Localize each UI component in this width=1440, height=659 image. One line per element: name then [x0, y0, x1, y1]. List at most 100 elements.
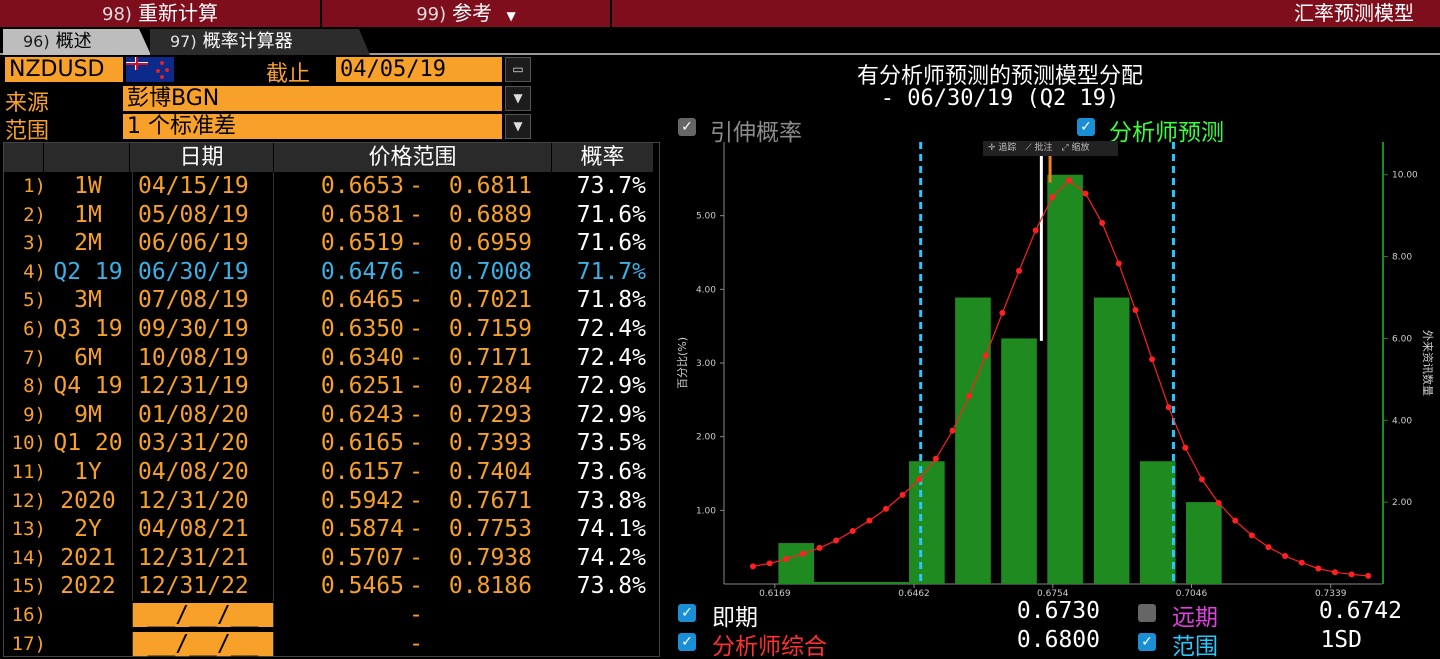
row-index: 14) — [11, 546, 46, 569]
row-probability: 72.9% — [576, 401, 646, 428]
curve-point — [1165, 404, 1172, 411]
y2-tick-label: 8.00 — [1392, 253, 1412, 263]
forward-checkbox[interactable] — [1138, 604, 1156, 622]
crosshair-icon[interactable]: ✛ — [988, 143, 996, 153]
toolbar-annotate[interactable]: 批注 — [1034, 143, 1053, 153]
table-row[interactable]: 17) __/__/__ - — [4, 630, 659, 659]
row-date[interactable]: 04/08/20 — [132, 458, 274, 487]
row-date[interactable]: __/__/__ — [132, 603, 274, 627]
ticker-field[interactable]: NZDUSD — [5, 57, 123, 82]
row-date[interactable]: 04/08/21 — [132, 515, 274, 544]
histogram-bar — [1093, 297, 1130, 584]
app-title: 汇率预测模型 — [1294, 1, 1414, 25]
table-row[interactable]: 13) 2Y 04/08/21 0.5874-0.7753 74.1% — [4, 515, 659, 544]
row-price-low: 0.5707 — [320, 544, 404, 571]
row-probability: 72.4% — [576, 316, 646, 342]
reference-menu-button[interactable]: 99) 参考 ▼ — [322, 0, 612, 27]
curve-point — [799, 550, 806, 557]
top-toolbar: 98) 重新计算 99) 参考 ▼ 汇率预测模型 — [0, 0, 1440, 27]
tab-probability-calculator[interactable]: 97) 概率计算器 — [150, 29, 370, 55]
row-dash: - — [409, 173, 423, 199]
row-price-low: 0.6581 — [320, 201, 404, 228]
row-date[interactable]: 12/31/21 — [132, 543, 274, 573]
row-date[interactable]: __/__/__ — [132, 631, 274, 656]
asof-date-input[interactable]: 04/05/19 — [336, 57, 502, 82]
row-dash: - — [409, 630, 423, 657]
histogram-bar — [955, 297, 991, 584]
row-price-high: 0.7284 — [448, 373, 532, 400]
range-checkbox[interactable]: ✓ — [1138, 633, 1156, 651]
row-price-high: 0.7159 — [448, 316, 532, 342]
curve-point — [1065, 177, 1072, 184]
curve-point — [816, 544, 823, 551]
row-tenor: 6M — [74, 344, 102, 371]
header-date[interactable]: 日期 — [130, 143, 274, 172]
table-row[interactable]: 5) 3M 07/08/19 0.6465-0.7021 71.8% — [4, 286, 659, 315]
row-date[interactable]: 06/06/19 — [132, 229, 274, 258]
spot-value: 0.6730 — [1016, 598, 1100, 624]
curve-point — [1348, 571, 1355, 578]
histogram-bar — [909, 461, 945, 584]
table-row[interactable]: 9) 9M 01/08/20 0.6243-0.7293 72.9% — [4, 400, 659, 430]
row-tenor: 2022 — [60, 573, 116, 600]
source-dropdown-icon[interactable]: ▼ — [505, 86, 531, 111]
chart-title: 有分析师预测的预测模型分配 — [856, 64, 1143, 89]
row-date[interactable]: 06/30/19 — [132, 257, 274, 287]
consensus-checkbox[interactable]: ✓ — [678, 633, 696, 651]
toolbar-track[interactable]: 追踪 — [998, 143, 1017, 153]
row-date[interactable]: 05/08/19 — [132, 200, 274, 230]
row-date[interactable]: 12/31/19 — [132, 372, 274, 401]
recalculate-number: 98) — [102, 4, 132, 25]
implied-probability-checkbox[interactable]: ✓ — [678, 118, 696, 136]
row-index: 12) — [11, 489, 46, 512]
row-dash: - — [409, 430, 423, 457]
table-row[interactable]: 3) 2M 06/06/19 0.6519-0.6959 71.6% — [4, 229, 659, 258]
y2-tick-label: 4.00 — [1392, 416, 1412, 426]
table-row[interactable]: 1) 1W 04/15/19 0.6653-0.6811 73.7% — [4, 172, 659, 201]
row-index: 6) — [23, 318, 46, 340]
row-dash: - — [409, 344, 423, 371]
spot-checkbox[interactable]: ✓ — [678, 604, 696, 622]
row-dash: - — [409, 459, 423, 485]
tab-overview[interactable]: 96) 概述 — [3, 29, 151, 55]
row-date[interactable]: 04/15/19 — [132, 172, 274, 201]
range-dropdown-icon[interactable]: ▼ — [505, 114, 531, 139]
row-date[interactable]: 10/08/19 — [132, 343, 274, 373]
chart-subtitle: - 06/30/19 (Q2 19) — [880, 86, 1120, 111]
row-date[interactable]: 12/31/22 — [132, 572, 274, 601]
row-date[interactable]: 12/31/20 — [132, 486, 274, 516]
table-row[interactable]: 10) Q1 20 03/31/20 0.6165-0.7393 73.5% — [4, 429, 659, 458]
toolbar-zoom[interactable]: 缩放 — [1071, 143, 1090, 153]
curve-point — [1282, 553, 1289, 560]
header-probability[interactable]: 概率 — [552, 143, 654, 172]
implied-probability-label: 引伸概率 — [710, 120, 802, 146]
table-row[interactable]: 6) Q3 19 09/30/19 0.6350-0.7159 72.4% — [4, 315, 659, 344]
row-price-low: 0.6653 — [320, 173, 404, 199]
table-row[interactable]: 8) Q4 19 12/31/19 0.6251-0.7284 72.9% — [4, 372, 659, 401]
table-row[interactable]: 2) 1M 05/08/19 0.6581-0.6889 71.6% — [4, 200, 659, 230]
histogram-bar — [1001, 338, 1037, 584]
row-date[interactable]: 03/31/20 — [132, 429, 274, 458]
range-select[interactable]: 1 个标准差 — [123, 114, 502, 139]
table-row[interactable]: 4) Q2 19 06/30/19 0.6476-0.7008 71.7% — [4, 257, 659, 287]
row-price-high: 0.6889 — [448, 201, 532, 228]
table-row[interactable]: 7) 6M 10/08/19 0.6340-0.7171 72.4% — [4, 343, 659, 373]
source-select[interactable]: 彭博BGN — [123, 86, 502, 111]
table-row[interactable]: 11) 1Y 04/08/20 0.6157-0.7404 73.6% — [4, 458, 659, 487]
recalculate-button[interactable]: 98) 重新计算 — [0, 0, 322, 27]
analyst-forecast-checkbox[interactable]: ✓ — [1077, 118, 1095, 136]
row-date[interactable]: 09/30/19 — [132, 315, 274, 344]
row-date[interactable]: 01/08/20 — [132, 400, 274, 430]
header-price-range[interactable]: 价格范围 — [274, 143, 552, 172]
row-probability: 73.8% — [576, 573, 646, 600]
calendar-icon[interactable]: ▭ — [505, 57, 531, 82]
pencil-icon[interactable]: ⟋ — [1025, 143, 1032, 153]
table-row[interactable]: 14) 2021 12/31/21 0.5707-0.7938 74.2% — [4, 543, 659, 573]
table-row[interactable]: 15) 2022 12/31/22 0.5465-0.8186 73.8% — [4, 572, 659, 601]
chart-toolbar: ✛ 追踪 ⟋ 批注 ⤢ 缩放 — [983, 141, 1118, 156]
table-row[interactable]: 16) __/__/__ - — [4, 601, 659, 630]
row-date[interactable]: 07/08/19 — [132, 286, 274, 315]
zoom-icon[interactable]: ⤢ — [1061, 143, 1069, 153]
curve-point — [1182, 444, 1189, 451]
table-row[interactable]: 12) 2020 12/31/20 0.5942-0.7671 73.8% — [4, 486, 659, 516]
